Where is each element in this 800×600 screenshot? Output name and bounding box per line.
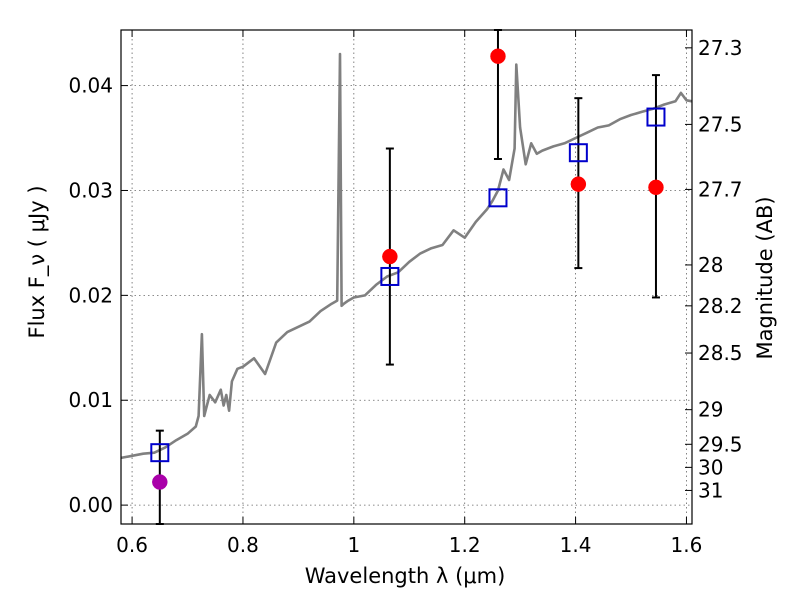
y-tick-labels: 0.00 0.01 0.02 0.03 0.04 [68, 74, 113, 518]
y-tick-label: 0.04 [68, 74, 113, 98]
model-square-marker [150, 443, 170, 463]
y-tick-label: 0.02 [68, 283, 113, 307]
x-tick-labels: 0.6 0.8 1 1.2 1.4 1.6 [116, 533, 702, 557]
observed-point-marker [490, 48, 506, 64]
axis-ticks [121, 30, 692, 524]
spectrum-line [120, 52, 693, 460]
right-tick-label: 30 [698, 455, 723, 479]
right-tick-label: 28.5 [698, 341, 743, 365]
observed-point-marker [382, 248, 398, 265]
observed-point-marker [570, 176, 587, 192]
right-tick-label: 27.7 [698, 177, 743, 201]
data-markers [150, 48, 666, 490]
x-tick-label: 0.8 [227, 533, 259, 557]
right-tick-label: 29.5 [698, 432, 743, 456]
model-square-marker [646, 107, 666, 127]
observed-point-marker [648, 179, 664, 196]
right-tick-label: 27.3 [698, 36, 743, 60]
x-tick-label: 0.6 [116, 533, 148, 557]
right-tick-label: 29 [698, 398, 723, 422]
y-axis-title: Flux F_ν ( μJy ) [25, 185, 50, 338]
spectrum-series [120, 52, 693, 460]
y-tick-label: 0.00 [68, 493, 113, 517]
right-axis-title: Magnitude (AB) [753, 196, 777, 359]
right-tick-label: 28.2 [698, 294, 743, 318]
x-axis-title: Wavelength λ (μm) [305, 564, 506, 588]
x-tick-label: 1.4 [560, 533, 592, 557]
grid-lines [121, 30, 692, 524]
y-tick-label: 0.01 [68, 388, 113, 412]
model-square-marker [488, 188, 508, 208]
y-tick-label: 0.03 [68, 178, 113, 202]
upper-limit-marker [152, 474, 168, 490]
right-tick-label: 31 [698, 478, 723, 502]
right-tick-label: 28 [698, 253, 723, 277]
error-bars [155, 29, 660, 525]
right-tick-label: 27.5 [698, 112, 743, 136]
model-square-marker [380, 266, 400, 286]
model-square-marker [568, 143, 588, 163]
x-tick-label: 1.2 [449, 533, 481, 557]
x-tick-label: 1.6 [671, 533, 703, 557]
plot-frame [120, 29, 693, 525]
x-tick-label: 1 [347, 533, 360, 557]
